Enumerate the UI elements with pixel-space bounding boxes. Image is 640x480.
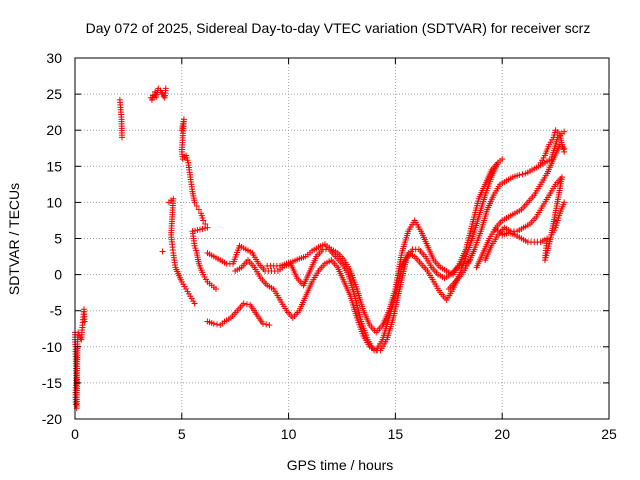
data-point <box>193 203 200 210</box>
y-tick-label: 30 <box>46 50 62 66</box>
x-tick-label: 5 <box>178 426 186 442</box>
series-arc-G <box>473 141 568 271</box>
data-point <box>243 301 250 308</box>
x-tick-label: 10 <box>281 426 297 442</box>
series-arc-E <box>264 159 501 336</box>
data-point <box>77 335 84 342</box>
data-point <box>561 199 568 206</box>
y-tick-label: -15 <box>42 375 62 391</box>
data-point <box>162 85 169 92</box>
data-point <box>191 300 198 307</box>
data-point <box>200 217 207 224</box>
y-tick-label: 20 <box>46 122 62 138</box>
data-point <box>263 321 270 328</box>
y-tick-label: 15 <box>46 158 62 174</box>
data-point <box>191 199 198 206</box>
y-axis-label: SDTVAR / TECUs <box>6 183 22 295</box>
data-point <box>499 156 506 163</box>
data-point <box>240 300 247 307</box>
series-arc-H <box>482 174 568 264</box>
data-point <box>118 134 125 141</box>
series-arc-I <box>492 226 555 264</box>
y-tick-label: -20 <box>42 411 62 427</box>
data-point <box>73 401 80 408</box>
series-cluster-2h <box>116 96 125 141</box>
x-tick-label: 25 <box>601 426 617 442</box>
y-tick-label: -5 <box>50 303 63 319</box>
series-arc-A <box>165 116 219 307</box>
x-tick-label: 15 <box>388 426 404 442</box>
series-arc-D <box>232 156 506 354</box>
y-tick-label: 5 <box>54 231 62 247</box>
data-point <box>212 286 219 293</box>
x-tick-label: 0 <box>71 426 79 442</box>
series-cluster-3.5h <box>147 85 169 255</box>
data-point <box>516 171 523 178</box>
data-point <box>214 321 221 328</box>
x-tick-label: 20 <box>494 426 510 442</box>
data-point <box>561 128 568 135</box>
grid <box>75 58 609 419</box>
data-point <box>210 320 217 327</box>
data-point <box>266 322 273 329</box>
data-point <box>81 318 88 325</box>
data-point <box>494 159 501 166</box>
series-cluster-start <box>72 306 88 412</box>
y-tick-label: 25 <box>46 86 62 102</box>
data-point <box>159 248 166 255</box>
data-point <box>519 171 526 178</box>
data-points <box>72 85 568 412</box>
data-point <box>548 231 555 238</box>
data-point <box>160 93 167 100</box>
chart-title: Day 072 of 2025, Sidereal Day-to-day VTE… <box>86 20 591 36</box>
series-arc-B <box>204 300 273 329</box>
data-point <box>259 320 266 327</box>
axis-ticks: 0 5 10 15 20 25 -20 -15 -10 -5 0 5 10 15 20 25 30 <box>42 50 617 442</box>
data-point <box>561 148 568 155</box>
data-point <box>195 206 202 213</box>
x-axis-label: GPS time / hours <box>287 457 394 473</box>
series-arc-J <box>537 127 568 166</box>
y-tick-label: 0 <box>54 267 62 283</box>
y-tick-label: 10 <box>46 194 62 210</box>
series-arc-F <box>445 128 568 293</box>
y-tick-label: -10 <box>42 339 62 355</box>
